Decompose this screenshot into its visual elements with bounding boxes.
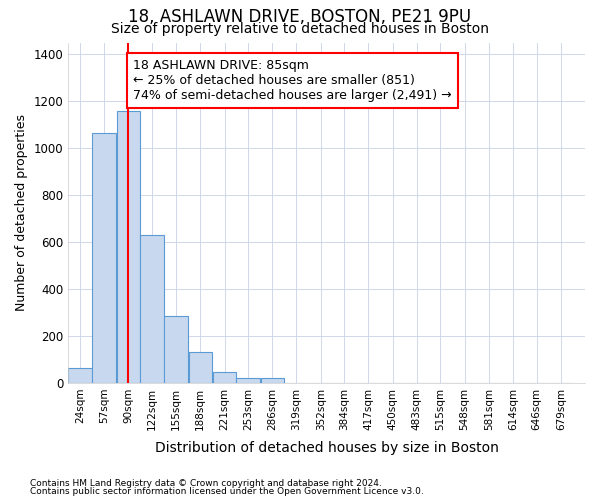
Bar [116,110,140,383]
Text: 18 ASHLAWN DRIVE: 85sqm
← 25% of detached houses are smaller (851)
74% of semi-d: 18 ASHLAWN DRIVE: 85sqm ← 25% of detache… [133,59,451,102]
Bar [164,316,188,383]
Bar [140,235,164,383]
Y-axis label: Number of detached properties: Number of detached properties [15,114,28,311]
Text: Size of property relative to detached houses in Boston: Size of property relative to detached ho… [111,22,489,36]
Text: Contains public sector information licensed under the Open Government Licence v3: Contains public sector information licen… [30,487,424,496]
Bar [213,372,236,383]
X-axis label: Distribution of detached houses by size in Boston: Distribution of detached houses by size … [155,441,499,455]
Bar [188,352,212,383]
Text: 18, ASHLAWN DRIVE, BOSTON, PE21 9PU: 18, ASHLAWN DRIVE, BOSTON, PE21 9PU [128,8,472,26]
Bar [92,133,116,383]
Bar [260,378,284,383]
Bar [236,378,260,383]
Text: Contains HM Land Registry data © Crown copyright and database right 2024.: Contains HM Land Registry data © Crown c… [30,478,382,488]
Bar [68,368,92,383]
